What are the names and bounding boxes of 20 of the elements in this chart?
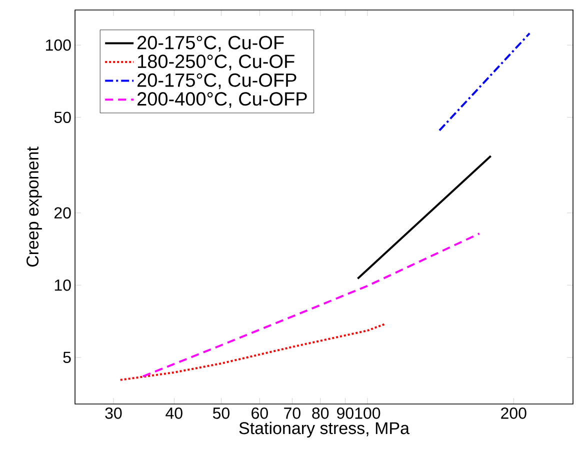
y-tick-label: 5 (63, 352, 71, 364)
x-tick-label: 60 (252, 408, 268, 419)
legend-label: 20-175°C, Cu-OFP (138, 73, 296, 90)
x-tick-label: 50 (212, 408, 230, 419)
legend-label: 200-400°C, Cu-OFP (138, 92, 307, 108)
x-axis-title: Stationary stress, MPa (239, 422, 410, 438)
y-axis-title: Creep exponent (26, 146, 42, 267)
x-tick-label: 100 (355, 408, 380, 419)
y-tick-label: 100 (46, 39, 71, 51)
y-tick-label: 50 (54, 112, 71, 124)
x-tick-label: 90 (337, 408, 354, 419)
y-tick-label: 10 (54, 280, 71, 291)
x-tick-label: 30 (105, 408, 122, 419)
x-tick-label: 200 (501, 408, 526, 419)
x-tick-label: 70 (284, 408, 300, 419)
legend-label: 20-175°C, Cu-OF (138, 36, 284, 52)
x-tick-label: 80 (312, 408, 329, 419)
x-tick-label: 40 (166, 408, 182, 419)
y-tick-label: 20 (54, 207, 71, 219)
legend-label: 180-250°C, Cu-OF (138, 54, 294, 70)
